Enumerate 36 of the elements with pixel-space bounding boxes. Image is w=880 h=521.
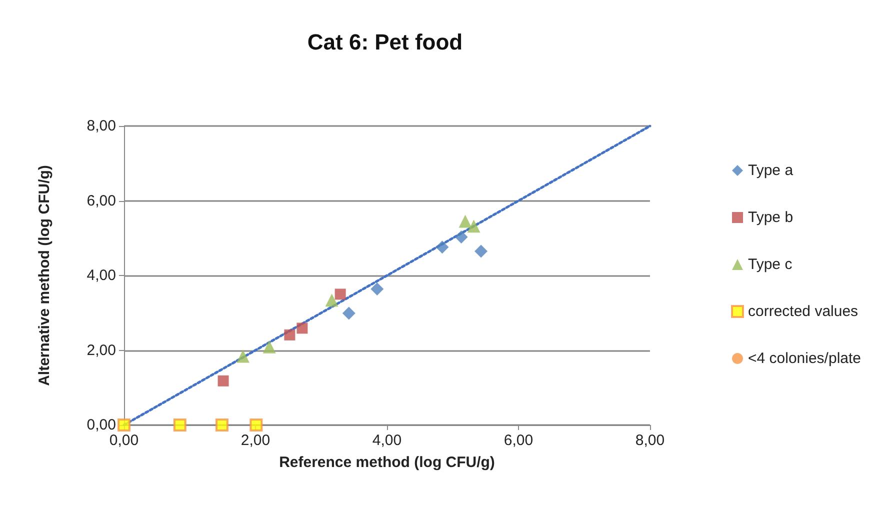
point	[262, 340, 276, 354]
chart-title: Cat 6: Pet food	[307, 30, 463, 54]
point	[215, 418, 228, 432]
point	[284, 329, 296, 340]
x-tick-label: 8,00	[635, 432, 665, 449]
legend-label: <4 colonies/plate	[748, 350, 861, 367]
point	[334, 288, 346, 300]
y-axis-title: Alternative method (log CFU/g)	[36, 165, 53, 386]
point	[236, 350, 250, 363]
legend-label: corrected values	[748, 303, 858, 320]
x-tick-label: 4,00	[372, 432, 402, 449]
point	[218, 375, 229, 386]
legend-label: Type b	[748, 209, 794, 226]
point	[458, 214, 472, 228]
legend-label: Type c	[748, 256, 793, 273]
point	[436, 240, 449, 254]
point	[296, 322, 308, 334]
point	[250, 418, 263, 432]
point	[467, 220, 480, 233]
y-tick-label: 4,00	[86, 267, 116, 284]
point	[474, 244, 488, 258]
x-tick-label: 0,00	[109, 432, 139, 449]
x-axis-title: Reference method (log CFU/g)	[279, 454, 495, 471]
y-tick-label: 6,00	[86, 192, 116, 210]
x-tick-label: 6,00	[504, 432, 534, 449]
point	[342, 306, 356, 320]
point	[173, 418, 186, 432]
point	[325, 294, 338, 307]
y-tick-label: 2,00	[86, 342, 116, 359]
y-tick-label: 0,00	[86, 416, 116, 434]
point	[118, 418, 130, 432]
point	[454, 230, 468, 244]
x-tick-label: 2,00	[240, 432, 270, 449]
point	[370, 282, 384, 296]
legend-label: Type a	[748, 162, 794, 179]
y-tick-label: 8,00	[86, 118, 116, 134]
